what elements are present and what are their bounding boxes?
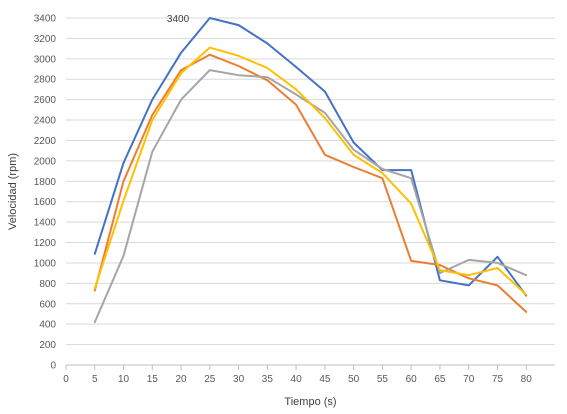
y-tick-label: 2200 [34,136,57,147]
y-tick-label: 1200 [34,238,57,249]
y-tick-label: 1400 [34,218,57,229]
x-tick-label: 65 [434,374,446,385]
y-tick-label: 1000 [34,258,57,269]
y-tick-label: 0 [50,361,56,372]
x-tick-label: 40 [291,374,303,385]
x-tick-label: 5 [92,374,98,385]
x-tick-label: 75 [492,374,504,385]
x-tick-label: 30 [233,374,245,385]
y-tick-label: 3000 [34,54,57,65]
y-tick-label: 200 [39,340,56,351]
y-tick-label: 1800 [34,177,57,188]
y-tick-label: 400 [39,320,56,331]
y-tick-label: 2400 [34,116,57,127]
annotations: 3400 [167,14,190,25]
y-tick-label: 3400 [34,14,57,25]
x-tick-label: 35 [262,374,274,385]
y-tick-label: 2600 [34,95,57,106]
x-tick-label: 0 [63,374,69,385]
x-tick-label: 15 [147,374,159,385]
axes: 0200400600800100012001400160018002000220… [34,14,555,385]
y-tick-label: 600 [39,299,56,310]
x-tick-label: 20 [175,374,187,385]
series-lines [93,17,528,324]
y-tick-label: 1600 [34,197,57,208]
gridlines [66,17,555,346]
x-tick-label: 10 [118,374,130,385]
y-tick-label: 2800 [34,75,57,86]
y-tick-label: 2000 [34,156,57,167]
x-tick-label: 45 [319,374,331,385]
y-tick-label: 3200 [34,34,57,45]
y-tick-label: 800 [39,279,56,290]
x-tick-label: 50 [348,374,360,385]
series-line-1 [93,17,528,297]
x-tick-label: 25 [204,374,216,385]
x-tick-label: 70 [463,374,475,385]
x-tick-label: 80 [521,374,533,385]
y-axis-title: Velocidad (rpm) [7,153,19,230]
x-tick-label: 55 [377,374,389,385]
series-line-4 [93,46,528,296]
data-annotation: 3400 [167,14,190,25]
x-axis-title: Tiempo (s) [284,396,336,408]
x-tick-label: 60 [406,374,418,385]
